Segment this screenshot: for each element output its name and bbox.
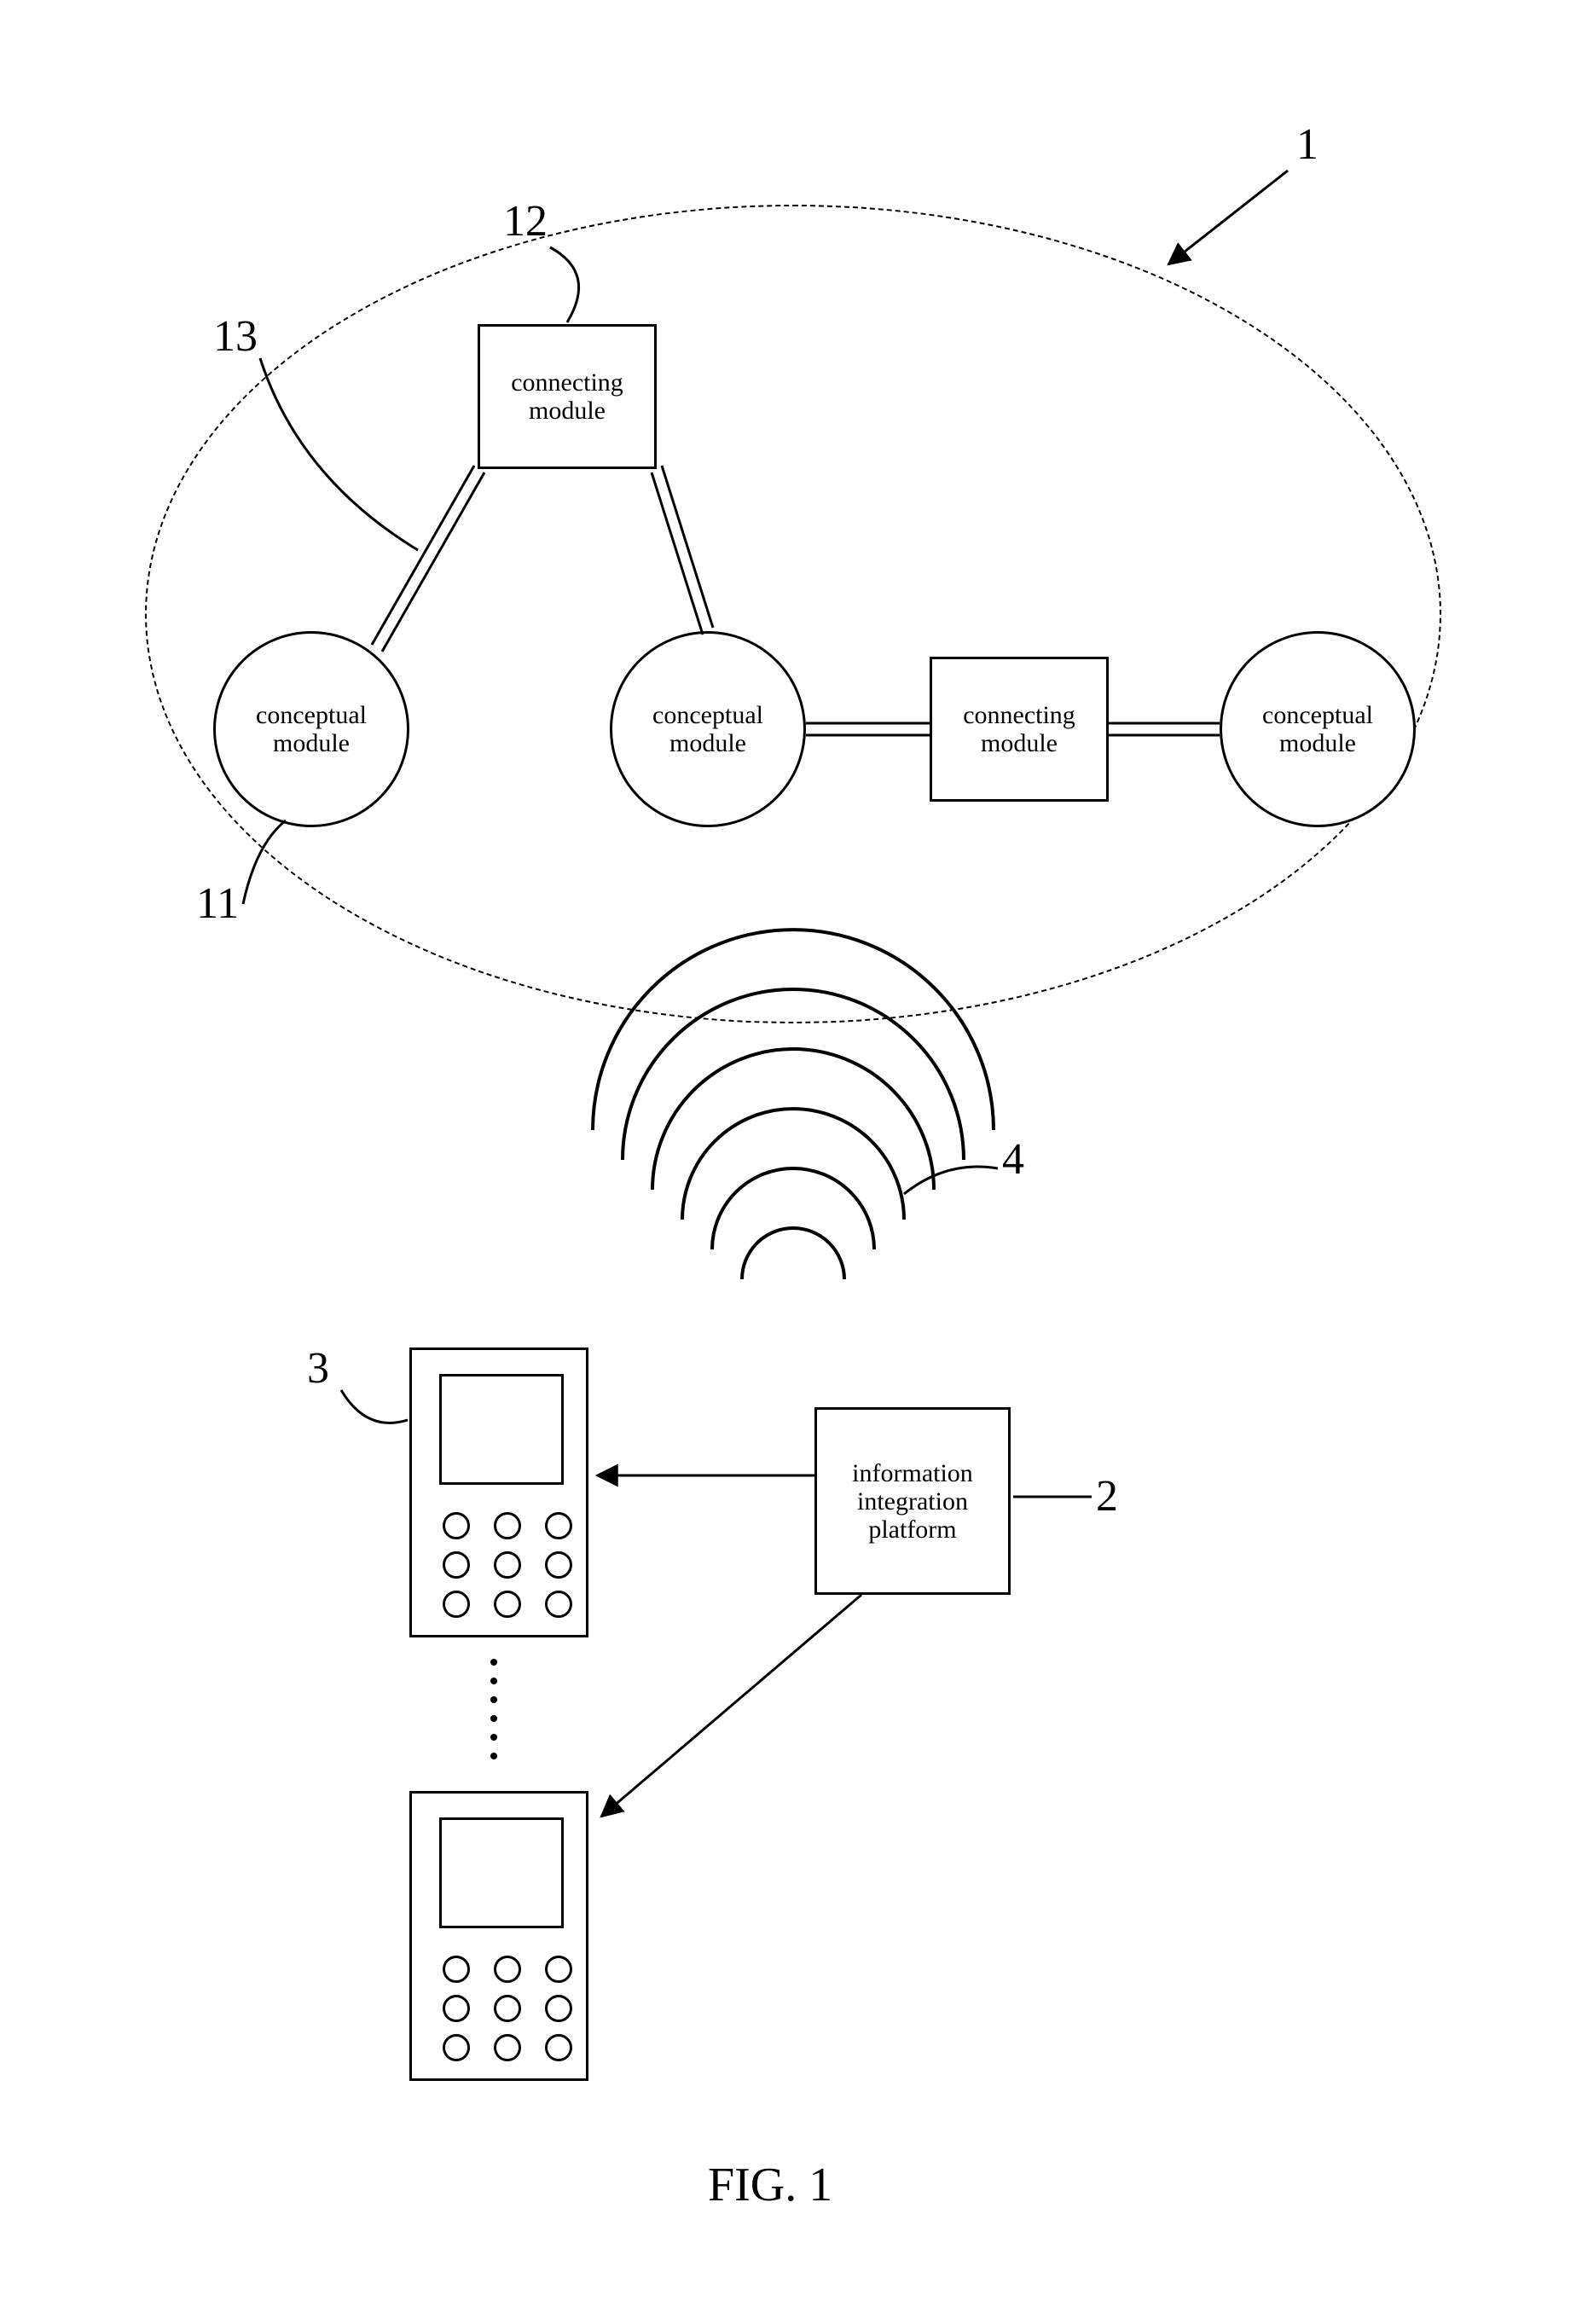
node-platform: informationintegrationplatform xyxy=(814,1407,1011,1595)
ref-label-1: 1 xyxy=(1296,119,1319,170)
figure-canvas: connectingmodule conceptualmodule concep… xyxy=(0,0,1588,2324)
phone-screen xyxy=(439,1374,564,1485)
phone-key xyxy=(494,1591,521,1618)
ref-label-13: 13 xyxy=(213,311,258,362)
phone-key xyxy=(443,2034,470,2061)
phone-key xyxy=(494,1551,521,1579)
node-label: conceptualmodule xyxy=(652,701,763,757)
leader-4 xyxy=(904,1167,998,1194)
phone-key xyxy=(545,2034,572,2061)
node-conceptual-left: conceptualmodule xyxy=(213,631,409,827)
phone-key xyxy=(494,1512,521,1539)
ellipsis-vertical-icon xyxy=(490,1659,497,1759)
phone-key xyxy=(443,1956,470,1983)
phone-key xyxy=(494,1995,521,2022)
phone-device-2 xyxy=(409,1791,588,2081)
node-conceptual-mid: conceptualmodule xyxy=(610,631,806,827)
phone-key xyxy=(545,1551,572,1579)
phone-screen xyxy=(439,1817,564,1928)
ref-label-2: 2 xyxy=(1096,1471,1118,1521)
phone-device-1 xyxy=(409,1347,588,1637)
phone-key xyxy=(545,1995,572,2022)
ref-label-12: 12 xyxy=(503,196,548,246)
phone-key xyxy=(494,1956,521,1983)
phone-key xyxy=(443,1551,470,1579)
figure-caption: FIG. 1 xyxy=(708,2158,832,2212)
node-label: conceptualmodule xyxy=(256,701,367,757)
node-label: connectingmodule xyxy=(963,701,1075,757)
phone-key xyxy=(545,1591,572,1618)
phone-key xyxy=(443,1995,470,2022)
node-connecting-right: connectingmodule xyxy=(930,657,1109,802)
node-conceptual-right: conceptualmodule xyxy=(1220,631,1416,827)
node-label: connectingmodule xyxy=(511,368,623,425)
leader-3 xyxy=(341,1390,408,1423)
phone-key xyxy=(545,1956,572,1983)
group-ellipse xyxy=(145,205,1441,1023)
phone-key xyxy=(545,1512,572,1539)
node-connecting-top: connectingmodule xyxy=(478,324,657,469)
node-label: conceptualmodule xyxy=(1262,701,1373,757)
node-label: informationintegrationplatform xyxy=(852,1459,973,1544)
arrow-platform-to-phone2 xyxy=(601,1595,861,1817)
ref-label-3: 3 xyxy=(307,1343,329,1394)
ref-label-11: 11 xyxy=(196,878,239,929)
ref-label-4: 4 xyxy=(1002,1134,1024,1185)
phone-key xyxy=(443,1512,470,1539)
leader-1 xyxy=(1168,171,1288,264)
phone-key xyxy=(494,2034,521,2061)
phone-key xyxy=(443,1591,470,1618)
